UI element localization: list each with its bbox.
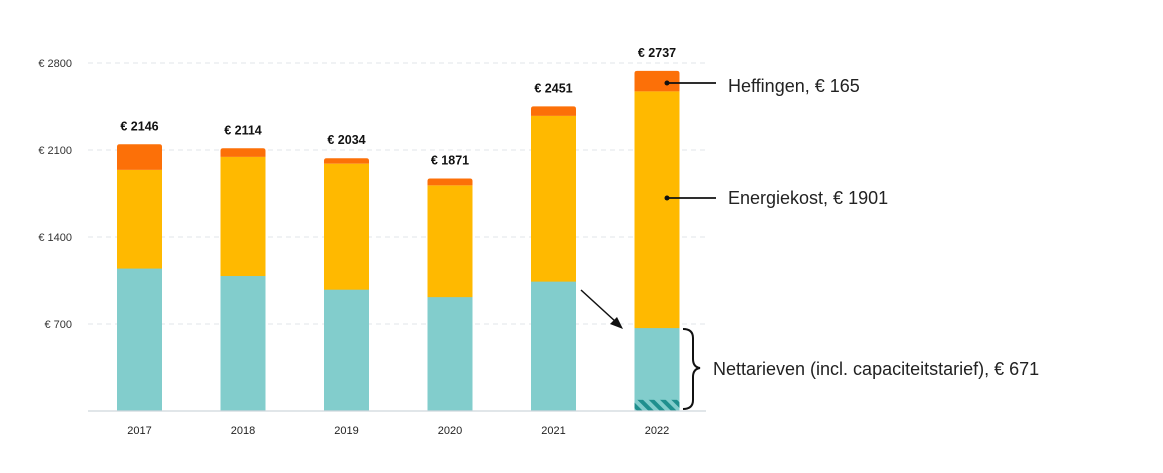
x-axis-tick-labels: 2017 2018 2019 2020 2021 2022	[127, 425, 669, 437]
y-tick-label: € 2800	[38, 58, 72, 70]
bar-segment-energiekost	[531, 115, 576, 282]
curly-brace	[682, 328, 701, 410]
annotation-nettarieven-label: Nettarieven (incl. capaciteitstarief), €…	[713, 359, 1039, 379]
total-label: € 2114	[224, 123, 262, 137]
bar-segment-heffingen	[220, 148, 266, 157]
x-tick-label: 2019	[334, 425, 358, 437]
bar-segment-energiekost	[117, 169, 162, 269]
total-labels: € 2146 € 2114 € 2034 € 1871 € 2451 € 2737	[120, 46, 676, 168]
total-label: € 2146	[120, 119, 158, 133]
y-tick-label: € 2100	[38, 145, 72, 157]
bars	[117, 70, 680, 412]
bar-segment-energiekost	[427, 185, 473, 298]
total-label: € 1871	[431, 153, 469, 167]
gridlines	[88, 62, 706, 325]
x-tick-label: 2017	[127, 425, 151, 437]
bar-segment-nettarieven	[117, 268, 162, 412]
bar-segment-nettarieven	[634, 327, 680, 412]
x-tick-label: 2021	[541, 425, 565, 437]
bar-segment-energiekost	[324, 163, 369, 290]
bar-segment-energiekost	[220, 156, 266, 277]
bar-segment-heffingen	[324, 158, 369, 164]
x-tick-label: 2022	[645, 425, 669, 437]
annotation-nettarieven: Nettarieven (incl. capaciteitstarief), €…	[682, 328, 1039, 410]
x-tick-label: 2020	[438, 425, 462, 437]
bar-segment-heffingen	[117, 144, 162, 170]
total-label: € 2451	[534, 81, 572, 95]
x-tick-label: 2018	[231, 425, 255, 437]
y-tick-label: € 1400	[38, 232, 72, 244]
bar-segment-nettarieven	[531, 281, 576, 412]
bar-segment-hatched	[634, 399, 680, 411]
annotation-energiekost: Energiekost, € 1901	[664, 188, 888, 208]
annotation-heffingen: Heffingen, € 165	[664, 76, 860, 96]
bar-segment-heffingen	[531, 106, 576, 116]
annotation-energiekost-label: Energiekost, € 1901	[728, 188, 888, 208]
bar-segment-nettarieven	[220, 275, 266, 412]
y-axis-tick-labels: € 700 € 1400 € 2100 € 2800	[38, 58, 72, 331]
bar-segment-energiekost	[634, 91, 680, 329]
bar-segment-nettarieven	[427, 296, 473, 412]
total-label: € 2034	[327, 133, 365, 147]
arrow-annotation	[580, 289, 623, 329]
bar-segment-nettarieven	[324, 289, 369, 412]
bar-segment-heffingen	[634, 70, 680, 92]
annotation-heffingen-label: Heffingen, € 165	[728, 76, 860, 96]
total-label: € 2737	[638, 46, 676, 60]
y-tick-label: € 700	[44, 319, 72, 331]
bar-segment-heffingen	[427, 178, 473, 186]
